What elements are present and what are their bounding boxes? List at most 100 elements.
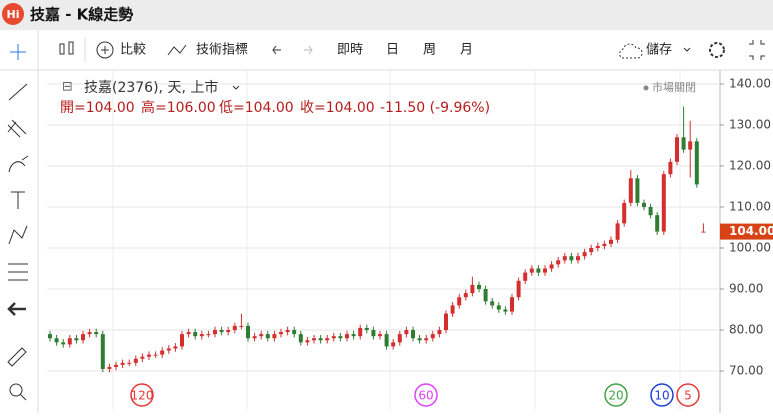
crosshair-tool[interactable] (10, 44, 26, 60)
candle-body (199, 334, 204, 337)
back-tool[interactable] (7, 302, 26, 316)
candle-body (100, 334, 105, 369)
candle-body (114, 364, 118, 367)
candle-body (259, 334, 264, 337)
candle-body (444, 313, 448, 331)
chart-subtitle: 技嘉(2376), 天, 上市 (84, 79, 218, 96)
line-tool[interactable] (8, 83, 28, 101)
last-price-tag (720, 223, 773, 240)
pattern-tool[interactable] (8, 225, 28, 245)
candle-body (87, 332, 92, 335)
title-bar (0, 0, 773, 30)
y-tick-label: 130.00 (729, 117, 771, 131)
candle-body (279, 332, 283, 335)
candle-body (364, 327, 369, 331)
zoom-tool-handle (19, 393, 27, 401)
candle-body (648, 206, 653, 216)
candle-body (305, 340, 310, 343)
ma-marker (650, 383, 674, 407)
candle-body (74, 338, 79, 341)
ma-marker (604, 383, 628, 407)
y-tick-label: 100.00 (729, 240, 771, 254)
candle-body (120, 362, 125, 365)
fib-tool[interactable] (7, 119, 27, 138)
candle-body (496, 305, 501, 310)
subtitle-dropdown[interactable] (232, 85, 240, 90)
candle-body (166, 348, 171, 351)
save-dropdown[interactable] (683, 47, 691, 52)
candle-body (668, 161, 673, 175)
candle-body (265, 334, 270, 339)
candle-icon[interactable] (59, 41, 74, 55)
ruler-tool[interactable] (7, 347, 27, 367)
plot: 140.00 130.00 120.00 110.00 100.00 90.00 80.00… (47, 70, 773, 410)
candle-body (397, 334, 402, 343)
candle-body (582, 252, 587, 257)
measure-tool[interactable] (8, 263, 28, 281)
compare-icon[interactable] (96, 41, 114, 59)
candle-body (107, 366, 112, 369)
candle-body (437, 330, 442, 335)
candle-body (576, 256, 580, 261)
candle-body (67, 338, 72, 345)
week-button[interactable]: 周 (423, 43, 436, 58)
candle-body (450, 305, 455, 314)
candle-body (351, 334, 356, 337)
candle-body (694, 141, 699, 185)
status-dot (643, 85, 649, 91)
ma-marker (130, 383, 154, 407)
candle-body (417, 338, 422, 341)
candle-body (622, 202, 627, 224)
candle-body (371, 330, 376, 337)
market-status: 市場關閉 (652, 80, 696, 94)
candle-body (345, 334, 349, 339)
candle-body (470, 284, 475, 294)
zoom-tool[interactable] (9, 383, 23, 397)
logo-text: Hi (7, 8, 20, 21)
close-label: 收=104.00 (300, 100, 375, 116)
candle-body (384, 334, 389, 347)
compare-button[interactable]: 比較 (120, 43, 146, 58)
candle-body (411, 330, 415, 339)
candle-body (536, 268, 541, 273)
redo-button[interactable] (304, 45, 313, 55)
toolbar: 比較 技術指標 即時 日 周 月 儲存 (0, 38, 773, 71)
y-tick-label: 70.00 (729, 364, 763, 378)
high-label: 高=106.00 (141, 99, 216, 116)
collapse-icon: ⊟ (62, 80, 73, 95)
window-title: 技嘉 - K線走勢 (30, 6, 133, 24)
candle-body (510, 297, 514, 312)
y-tick-label: 110.00 (729, 199, 771, 213)
candle-body (173, 346, 178, 349)
realtime-button[interactable]: 即時 (337, 43, 363, 58)
candle-body (232, 325, 237, 331)
month-button[interactable]: 月 (460, 43, 473, 58)
ma-marker-label: 10 (654, 389, 669, 403)
candle-body (81, 334, 85, 341)
candle-body (285, 330, 290, 333)
candle-body (246, 325, 250, 339)
candle-body (529, 268, 534, 273)
candle-body (404, 330, 409, 335)
candle-body (463, 293, 468, 298)
save-button[interactable]: 儲存 (646, 43, 672, 58)
day-button[interactable]: 日 (386, 43, 399, 58)
candle-body (48, 334, 52, 339)
settings-button[interactable] (709, 42, 725, 58)
candle-body (94, 332, 99, 335)
indicators-button[interactable]: 技術指標 (196, 43, 248, 58)
candle-body (292, 330, 297, 335)
candle-body (615, 223, 620, 240)
change-label: -11.50 (-9.96%) (380, 100, 490, 116)
candle-body (569, 256, 574, 261)
candle-body (457, 297, 462, 306)
candle-body (562, 256, 567, 261)
undo-button[interactable] (272, 45, 281, 55)
candle-body (490, 301, 495, 306)
fullscreen-button[interactable] (749, 40, 765, 60)
last-price-label: 104.00 (729, 224, 773, 238)
brush-tool[interactable] (8, 155, 29, 173)
candle-body (602, 243, 607, 246)
text-tool[interactable] (11, 191, 25, 209)
